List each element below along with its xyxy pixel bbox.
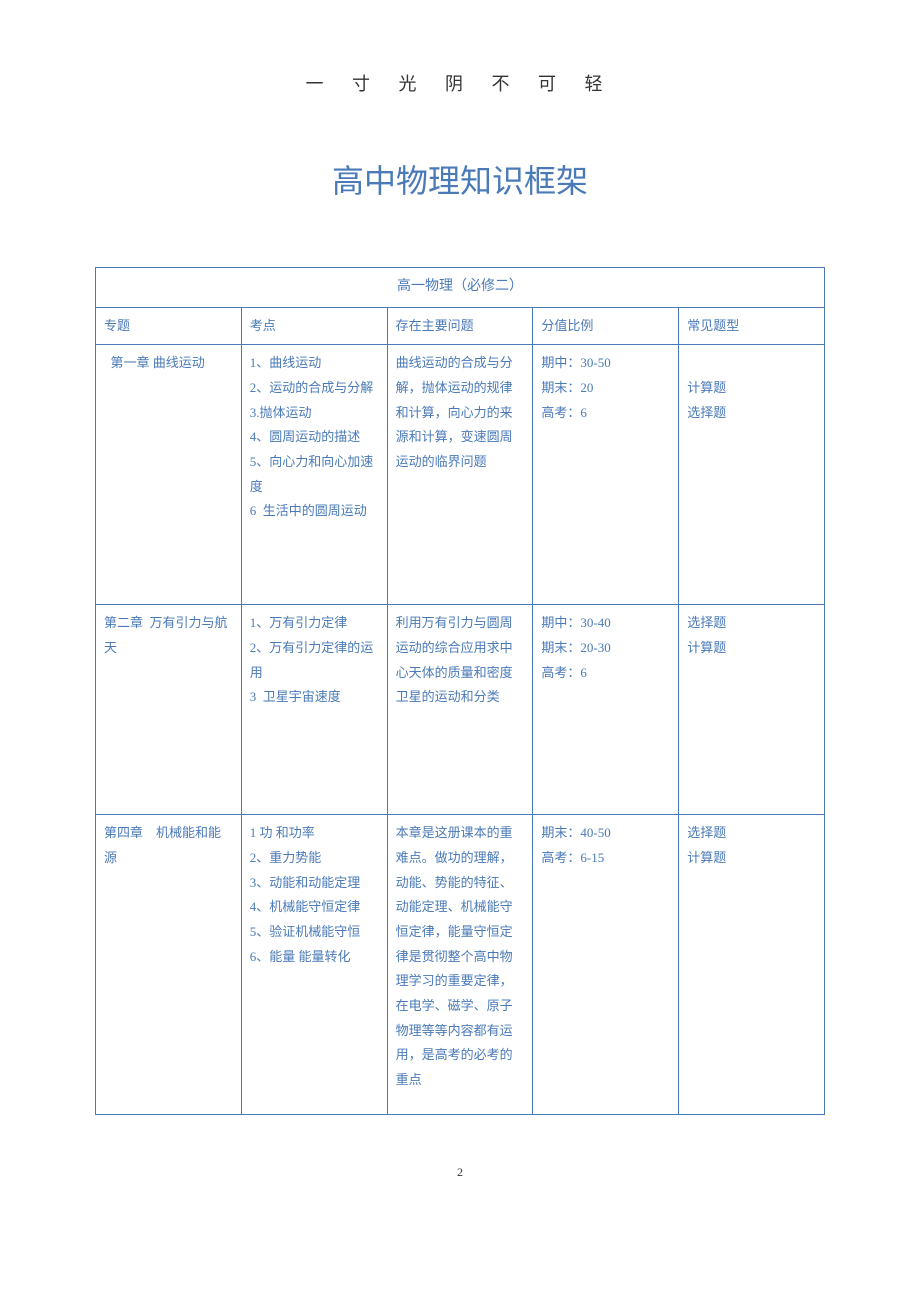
table-header-row: 专题 考点 存在主要问题 分值比例 常见题型 bbox=[96, 307, 825, 345]
cell-score: 期中：30-50 期末：20 高考：6 bbox=[533, 345, 679, 605]
table-row: 第二章 万有引力与航天 1、万有引力定律 2、万有引力定律的运用 3 卫星宇宙速… bbox=[96, 605, 825, 815]
cell-topic: 第一章 曲线运动 bbox=[96, 345, 242, 605]
page-number: 2 bbox=[95, 1165, 825, 1180]
table-caption: 高一物理（必修二） bbox=[96, 268, 825, 308]
cell-score: 期中：30-40 期末：20-30 高考：6 bbox=[533, 605, 679, 815]
cell-types: 选择题 计算题 bbox=[679, 605, 825, 815]
cell-points: 1、万有引力定律 2、万有引力定律的运用 3 卫星宇宙速度 bbox=[241, 605, 387, 815]
header-types: 常见题型 bbox=[679, 307, 825, 345]
cell-problems: 曲线运动的合成与分解，抛体运动的规律和计算，向心力的来源和计算，变速圆周运动的临… bbox=[387, 345, 533, 605]
header-points: 考点 bbox=[241, 307, 387, 345]
physics-framework-table: 高一物理（必修二） 专题 考点 存在主要问题 分值比例 常见题型 第一章 曲线运… bbox=[95, 267, 825, 1115]
cell-topic: 第二章 万有引力与航天 bbox=[96, 605, 242, 815]
header-topic: 专题 bbox=[96, 307, 242, 345]
cell-types: 计算题 选择题 bbox=[679, 345, 825, 605]
main-title: 高中物理知识框架 bbox=[95, 156, 825, 202]
cell-points: 1 功 和功率 2、重力势能 3、动能和动能定理 4、机械能守恒定律 5、验证机… bbox=[241, 815, 387, 1115]
cell-problems: 利用万有引力与圆周运动的综合应用求中心天体的质量和密度 卫星的运动和分类 bbox=[387, 605, 533, 815]
cell-types: 选择题 计算题 bbox=[679, 815, 825, 1115]
table-row: 第一章 曲线运动 1、曲线运动 2、运动的合成与分解 3.抛体运动 4、圆周运动… bbox=[96, 345, 825, 605]
cell-topic: 第四章 机械能和能源 bbox=[96, 815, 242, 1115]
page-header-text: 一 寸 光 阴 不 可 轻 bbox=[95, 70, 825, 96]
header-score: 分值比例 bbox=[533, 307, 679, 345]
header-problems: 存在主要问题 bbox=[387, 307, 533, 345]
cell-problems: 本章是这册课本的重难点。做功的理解，动能、势能的特征、动能定理、机械能守恒定律，… bbox=[387, 815, 533, 1115]
cell-score: 期末：40-50 高考：6-15 bbox=[533, 815, 679, 1115]
table-row: 第四章 机械能和能源 1 功 和功率 2、重力势能 3、动能和动能定理 4、机械… bbox=[96, 815, 825, 1115]
cell-points: 1、曲线运动 2、运动的合成与分解 3.抛体运动 4、圆周运动的描述 5、向心力… bbox=[241, 345, 387, 605]
